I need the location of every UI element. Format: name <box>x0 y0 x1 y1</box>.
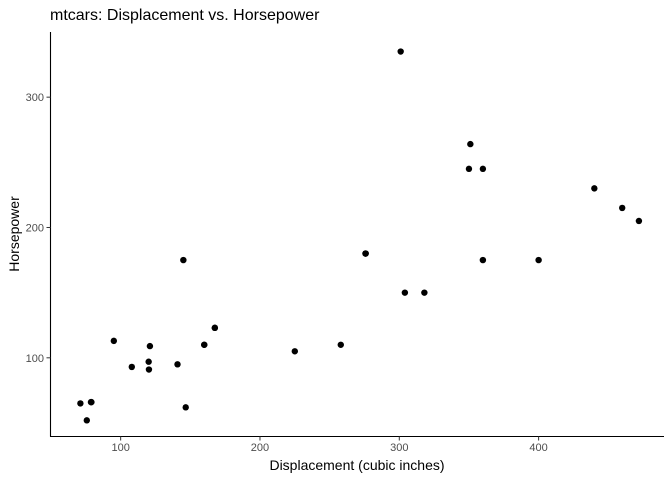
data-point <box>211 324 219 332</box>
x-tick-label: 200 <box>251 442 269 454</box>
data-point <box>479 256 487 264</box>
data-point <box>619 204 626 212</box>
data-point <box>110 337 118 345</box>
data-point <box>128 363 136 371</box>
plot-area: 100 200 300 400 100 200 300 <box>26 32 664 454</box>
data-point <box>88 398 95 406</box>
x-tick-label: 100 <box>111 442 129 454</box>
x-axis-ticks: 100 200 300 400 <box>111 436 548 454</box>
data-point <box>146 342 154 350</box>
data-point <box>83 417 91 424</box>
data-point <box>421 289 428 296</box>
data-point <box>201 341 208 348</box>
data-point <box>635 217 643 225</box>
data-point <box>535 256 542 264</box>
data-points <box>77 48 643 424</box>
data-point <box>145 358 152 365</box>
data-point <box>180 256 187 264</box>
data-point <box>401 289 409 296</box>
x-tick-label: 300 <box>390 442 408 454</box>
data-point <box>77 400 84 407</box>
data-point <box>397 48 404 55</box>
data-point <box>465 165 473 173</box>
data-point <box>182 404 189 411</box>
x-tick-label: 400 <box>529 442 547 454</box>
chart-title: mtcars: Displacement vs. Horsepower <box>50 7 320 24</box>
y-axis-label: Horsepower <box>6 196 22 272</box>
data-point <box>362 250 369 257</box>
y-axis-ticks: 100 200 300 <box>26 92 51 365</box>
y-tick-label: 100 <box>26 353 44 365</box>
x-axis-label: Displacement (cubic inches) <box>269 457 444 473</box>
data-point <box>337 341 344 348</box>
y-tick-label: 300 <box>26 92 44 104</box>
data-point <box>291 348 299 355</box>
data-point <box>145 366 153 373</box>
data-point <box>479 165 487 173</box>
data-point <box>174 361 181 368</box>
y-tick-label: 200 <box>26 222 44 234</box>
data-point <box>591 185 598 192</box>
data-point <box>467 140 474 148</box>
